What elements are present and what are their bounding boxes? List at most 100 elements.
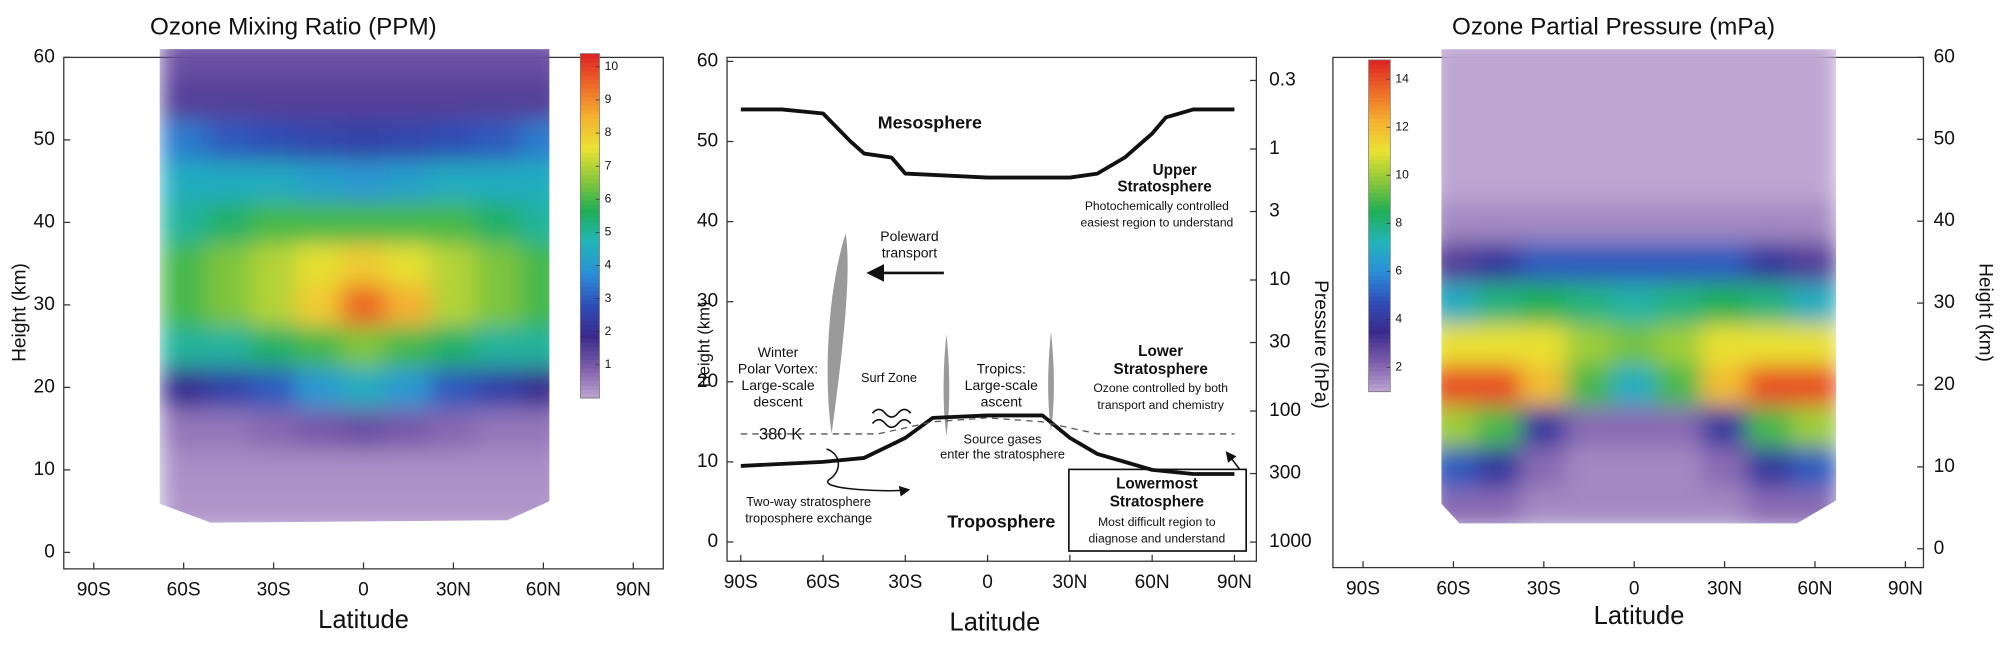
colorbar-slice <box>1368 387 1391 393</box>
colorbar-slice <box>580 376 600 382</box>
heat-cell <box>1475 486 1522 524</box>
colorbar-frame <box>579 53 600 399</box>
heat-cell <box>1610 159 1658 202</box>
colorbar-slice <box>1368 64 1391 69</box>
colorbar-slice <box>1368 362 1391 368</box>
colorbar-slice <box>1368 213 1391 219</box>
heat-cell <box>1701 363 1748 407</box>
heat-cell <box>205 489 252 523</box>
colorbar-slice <box>580 329 600 335</box>
colorbar-slice <box>1368 105 1391 111</box>
colorbar-frame <box>1368 59 1391 392</box>
colorbar-slice <box>580 178 600 184</box>
colorbar-slice <box>1368 238 1391 243</box>
heat-cell <box>430 448 477 492</box>
heat-cell <box>1610 49 1658 79</box>
heat-cell <box>1701 322 1748 366</box>
heat-cell <box>1746 118 1794 161</box>
heat-cell <box>295 201 342 244</box>
y2-tick-label: 100 <box>1269 400 1301 421</box>
heat-cell <box>1520 322 1568 366</box>
colorbar-slice <box>1368 209 1391 214</box>
annotation: Winter <box>758 344 799 360</box>
heat-cell <box>205 407 252 450</box>
colorbar-slice <box>1368 72 1391 78</box>
colorbar-slice <box>580 62 600 68</box>
colorbar-tick-label: 3 <box>605 291 612 305</box>
x-tick-label: 60S <box>167 580 201 601</box>
colorbar-tick-label: 9 <box>605 92 612 106</box>
heat-cell <box>250 448 297 492</box>
colorbar-slice <box>580 212 600 218</box>
heat-cell <box>1520 77 1568 120</box>
heat-cell <box>1656 445 1703 488</box>
colorbar-slice <box>580 221 600 227</box>
heat-cell <box>205 242 252 285</box>
heat-cell <box>1441 77 1477 120</box>
colorbar-slice <box>580 264 600 270</box>
heat-cell <box>520 324 550 368</box>
colorbar-slice <box>580 234 600 240</box>
colorbar-slice <box>1368 375 1391 380</box>
heat-cell <box>430 366 477 409</box>
y-tick-label: 60 <box>1934 46 1955 67</box>
colorbar-slice <box>1368 250 1391 256</box>
colorbar-slice <box>1368 142 1391 148</box>
heat-cell <box>1441 200 1477 243</box>
colorbar-slice <box>580 199 600 205</box>
heat-cell <box>1610 404 1658 448</box>
colorbar-slice <box>1368 192 1391 198</box>
heat-cell <box>340 324 387 368</box>
heat-cell <box>1791 322 1837 366</box>
heat-cell <box>520 201 550 244</box>
heat-cell <box>520 49 550 79</box>
colorbar-slice <box>580 57 600 63</box>
x-tick-label: 90S <box>1346 578 1380 599</box>
colorbar-slice <box>1368 88 1391 94</box>
colorbar-slice <box>1368 370 1391 376</box>
y-tick-label: 10 <box>697 451 718 472</box>
colorbar-slice <box>580 372 600 378</box>
colorbar-slice <box>1368 316 1391 322</box>
heat-cell <box>205 283 252 327</box>
heat-cell <box>1656 281 1703 325</box>
colorbar-slice <box>580 70 600 76</box>
heat-cell <box>1610 200 1658 243</box>
colorbar-slice <box>1368 329 1391 335</box>
colorbar-slice <box>580 389 600 395</box>
colorbar-slice <box>580 333 600 339</box>
colorbar-tick-label: 7 <box>605 158 612 172</box>
heat-cell <box>1441 445 1477 488</box>
heat-cell <box>385 77 432 120</box>
annotation: troposphere exchange <box>745 511 872 526</box>
heat-cell <box>1746 486 1794 524</box>
x-tick-label: 90N <box>1217 572 1252 593</box>
colorbar-slice <box>1368 234 1391 239</box>
heat-cell <box>1520 200 1568 243</box>
colorbar-slice <box>1368 287 1391 293</box>
colorbar-slice <box>1368 196 1391 202</box>
annotation: descent <box>754 394 803 410</box>
heat-cell <box>295 242 342 285</box>
heat-cell <box>250 366 297 409</box>
y2-tick-label: 1 <box>1269 138 1280 159</box>
x-tick-label: 30S <box>1527 578 1561 599</box>
colorbar-slice <box>1368 246 1391 252</box>
heat-cell <box>1441 281 1477 325</box>
colorbar-slice <box>580 191 600 197</box>
colorbar-slice <box>1368 275 1391 281</box>
colorbar-tick-label: 12 <box>1395 119 1409 133</box>
colorbar-slice <box>580 281 600 287</box>
x-tick-label: 30S <box>257 580 291 601</box>
colorbar-slice <box>580 208 600 214</box>
annotation: 380 K <box>759 424 802 443</box>
heat-cell <box>1656 77 1703 120</box>
annotation: transport <box>882 245 937 261</box>
heat-cell <box>250 118 297 162</box>
colorbar-slice <box>1368 242 1391 248</box>
colorbar-slice <box>1368 130 1391 136</box>
y2-tick-label: 30 <box>1269 332 1290 353</box>
heat-cell <box>1610 241 1658 284</box>
heat-cell <box>205 118 252 162</box>
colorbar-slice <box>580 122 600 128</box>
